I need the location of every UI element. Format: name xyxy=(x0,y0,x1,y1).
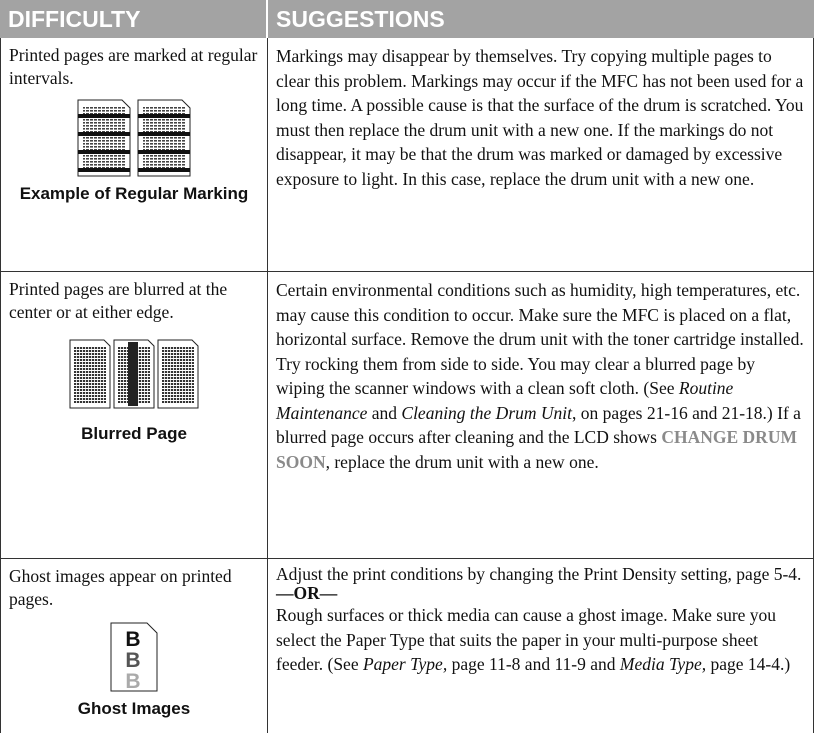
difficulty-cell: Printed pages are marked at regular inte… xyxy=(1,38,268,271)
text-run: Adjust the print conditions by changing … xyxy=(276,564,802,584)
table-row: Printed pages are marked at regular inte… xyxy=(0,38,814,272)
table-header: DIFFICULTY SUGGESTIONS xyxy=(0,0,814,38)
text-run: Paper Type, xyxy=(362,654,448,674)
text-run: Cleaning the Drum Unit xyxy=(401,402,573,423)
marking-icon xyxy=(77,99,191,177)
icon-letter: B xyxy=(125,649,140,672)
icon-letter: B xyxy=(125,670,140,693)
text-run: —OR— xyxy=(276,583,338,603)
text-run: Certain environmental conditions such as… xyxy=(276,280,804,398)
ghost-icon: B B B xyxy=(110,622,158,693)
difficulty-cell: Printed pages are blurred at the center … xyxy=(1,272,268,558)
paragraph: Adjust the print conditions by changing … xyxy=(276,565,805,603)
suggestion-cell: Adjust the print conditions by changing … xyxy=(268,559,813,733)
paragraph: Markings may disappear by themselves. Tr… xyxy=(276,44,805,191)
suggestion-cell: Certain environmental conditions such as… xyxy=(268,272,813,558)
table-row: Printed pages are blurred at the center … xyxy=(0,272,814,559)
text-run: Markings may disappear by themselves. Tr… xyxy=(276,46,804,189)
icon-letter: B xyxy=(125,628,140,651)
table-row: Ghost images appear on printed pages. B … xyxy=(0,559,814,733)
caption: Ghost Images xyxy=(77,699,191,718)
text-run: and xyxy=(367,402,402,423)
text-run: CHANGE DRUM SOON xyxy=(276,427,797,472)
text-run: , replace the drum unit with a new one. xyxy=(325,451,599,472)
paragraph: Rough surfaces or thick media can cause … xyxy=(276,603,805,677)
text-run: Routine Maintenance xyxy=(276,378,734,423)
paragraph: Certain environmental conditions such as… xyxy=(276,278,805,474)
difficulty-text: Ghost images appear on printed pages. xyxy=(9,566,232,609)
suggestion-cell: Markings may disappear by themselves. Tr… xyxy=(268,38,813,271)
blur-icon xyxy=(69,339,199,409)
text-run: , on pages 21-16 and 21-18.) If a blurre… xyxy=(276,402,801,448)
text-run: Rough surfaces or thick media can cause … xyxy=(276,605,777,674)
page-icon xyxy=(69,339,111,409)
page-icon xyxy=(77,99,131,177)
text-run: Media Type, xyxy=(619,654,707,674)
difficulty-cell: Ghost images appear on printed pages. B … xyxy=(1,559,268,733)
page-icon xyxy=(137,99,191,177)
caption: Example of Regular Marking xyxy=(19,184,249,203)
difficulty-text: Printed pages are blurred at the center … xyxy=(9,279,228,322)
difficulty-text: Printed pages are marked at regular inte… xyxy=(9,45,258,88)
page-icon xyxy=(113,339,155,409)
header-cell: SUGGESTIONS xyxy=(268,0,814,38)
page-icon xyxy=(157,339,199,409)
caption: Blurred Page xyxy=(81,424,187,443)
text-run: page 14-4.) xyxy=(706,654,791,674)
text-run: page 11-8 and 11-9 and xyxy=(447,654,620,674)
header-cell: DIFFICULTY xyxy=(0,0,266,38)
